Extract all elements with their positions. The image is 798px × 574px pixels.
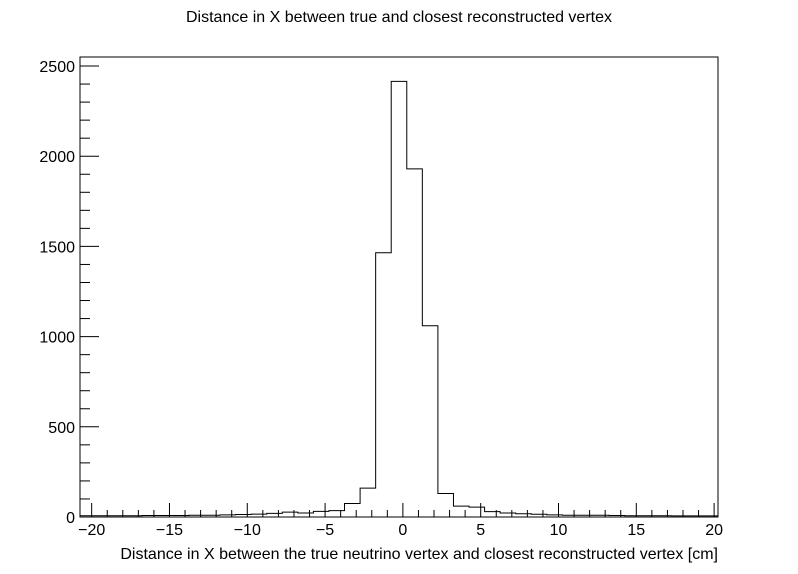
y-tick-label: 500 [48,420,75,437]
x-tick-label: −5 [316,522,334,539]
histogram-bin [516,514,532,517]
histogram-bin [453,506,469,517]
histogram-bin [127,516,143,517]
histogram-bin [376,253,392,517]
histogram-bin [578,515,594,517]
x-tick-label: 15 [627,522,645,539]
histogram-bin [625,516,641,517]
histogram-bin [80,516,96,517]
y-tick-label: 2500 [39,59,75,76]
histogram-bin [142,516,158,517]
histogram-bin [594,515,610,517]
histogram-bin [220,515,236,517]
x-tick-labels: −20 −15 −10 −5 0 5 10 15 20 [78,522,723,539]
histogram-bin [469,507,485,517]
histogram-bin [671,516,687,517]
histogram-bin [640,516,656,517]
histogram-bin [345,503,361,517]
histogram-outline [80,80,718,517]
x-tick-label: 5 [476,522,485,539]
histogram-bin [329,511,345,517]
plot-frame [79,56,719,518]
x-tick-label: −20 [78,522,105,539]
histogram-bin [500,513,516,517]
histogram-bin [438,494,454,517]
histogram-bin [422,326,438,517]
histogram-bin [282,512,298,517]
y-tick-label: 1000 [39,330,75,347]
x-tick-label: 10 [550,522,568,539]
histogram-bin [562,515,578,517]
histogram-bin [251,514,267,517]
histogram-bin [189,515,205,517]
y-tick-label: 0 [66,510,75,527]
histogram-bin [656,516,672,517]
x-tick-label: −10 [234,522,261,539]
x-tick-label: −15 [156,522,183,539]
histogram-bin [158,516,174,517]
histogram-bin [531,514,547,517]
histogram-bins [80,81,718,517]
y-tick-label: 2000 [39,149,75,166]
histogram-bin [702,516,718,517]
histogram-bin [173,516,189,517]
y-tick-label: 1500 [39,239,75,256]
histogram-bin [609,516,625,517]
histogram-bin [407,169,423,517]
histogram-bin [298,513,314,517]
histogram-bin [267,513,283,517]
histogram-bin [485,512,501,517]
x-tick-label: 20 [705,522,723,539]
histogram-bin [204,515,220,517]
histogram-bin [96,516,112,517]
histogram-bin [391,81,407,517]
histogram-bin [547,515,563,517]
x-axis-title: Distance in X between the true neutrino … [120,546,718,563]
histogram-bin [111,516,127,517]
y-tick-labels: 0 500 1000 1500 2000 2500 [39,59,75,527]
histogram-bin [687,516,703,517]
x-tick-label: 0 [398,522,407,539]
histogram-bin [313,511,329,517]
histogram-bin [360,488,376,517]
chart-title: Distance in X between true and closest r… [186,9,612,26]
histogram-bin [236,514,252,517]
